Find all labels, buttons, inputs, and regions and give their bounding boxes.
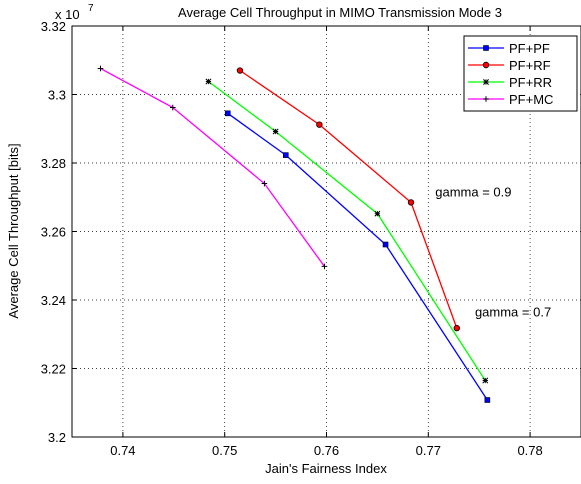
data-point-pf-pf: [484, 397, 491, 403]
data-point-pf-rf: [453, 324, 461, 332]
legend-marker-pf-mc: [483, 96, 489, 102]
series-pf-rf: [236, 67, 461, 332]
data-point-pf-rf: [236, 67, 244, 74]
annotations: gamma = 0.9 gamma = 0.7: [435, 184, 551, 319]
data-point-pf-rf: [407, 199, 415, 206]
data-point-pf-mc: [261, 180, 268, 187]
legend-marker-pf-rr: [483, 79, 489, 85]
y-tick-label: 3.26: [41, 225, 66, 240]
legend-label-pf-mc: PF+MC: [509, 92, 553, 107]
x-tick-label: 0.78: [517, 443, 542, 458]
y-tick-label: 3.3: [48, 88, 66, 103]
y-tick-label: 3.28: [41, 156, 66, 171]
legend-marker-pf-rf: [482, 61, 490, 69]
y-multiplier-exponent: 7: [88, 3, 94, 14]
data-point-pf-mc: [97, 65, 104, 72]
data-point-pf-mc: [321, 263, 328, 270]
axis-ticks: 0.74 0.75 0.76 0.77 0.78 3.2 3.22 3.24 3.26 3.28 3…: [41, 19, 543, 458]
data-point-pf-pf: [382, 241, 389, 248]
x-tick-label: 0.74: [110, 443, 135, 458]
data-point-pf-rr: [482, 377, 489, 384]
series-pf-pf: [224, 110, 491, 403]
y-tick-label: 3.24: [41, 293, 66, 308]
series-line-pf-mc: [100, 67, 325, 267]
data-point-pf-rr: [374, 210, 381, 217]
data-point-pf-mc: [169, 104, 176, 111]
data-point-pf-pf: [282, 152, 289, 158]
legend: PF+PF PF+RF PF+RR PF+MC: [463, 35, 578, 112]
x-tick-label: 0.76: [314, 443, 339, 458]
x-axis-label: Jain's Fairness Index: [265, 461, 387, 476]
legend-label-pf-pf: PF+PF: [509, 41, 550, 56]
y-tick-label: 3.32: [41, 19, 66, 34]
annotation-label: gamma = 0.9: [435, 184, 511, 199]
legend-label-pf-rr: PF+RR: [509, 75, 552, 90]
y-tick-label: 3.2: [48, 430, 66, 445]
series-line-pf-rr: [208, 80, 486, 381]
series-lines: [97, 65, 491, 403]
y-axis-label: Average Cell Throughput [bits]: [6, 143, 21, 318]
annotation-label: gamma = 0.7: [475, 304, 551, 319]
data-point-pf-rf: [316, 121, 323, 128]
legend-marker-pf-pf: [483, 45, 489, 51]
legend-label-pf-rf: PF+RF: [509, 58, 551, 73]
y-multiplier-base: x 10: [55, 7, 80, 22]
series-pf-mc: [97, 65, 328, 270]
data-point-pf-pf: [224, 110, 231, 117]
series-line-pf-rf: [239, 69, 458, 329]
series-line-pf-pf: [227, 112, 488, 401]
x-tick-label: 0.75: [212, 443, 237, 458]
x-tick-label: 0.77: [416, 443, 441, 458]
series-pf-rr: [205, 78, 489, 384]
data-point-pf-rr: [272, 128, 279, 135]
y-tick-label: 3.22: [41, 362, 66, 377]
chart-title: Average Cell Throughput in MIMO Transmis…: [178, 5, 502, 20]
data-point-pf-rr: [205, 78, 212, 85]
